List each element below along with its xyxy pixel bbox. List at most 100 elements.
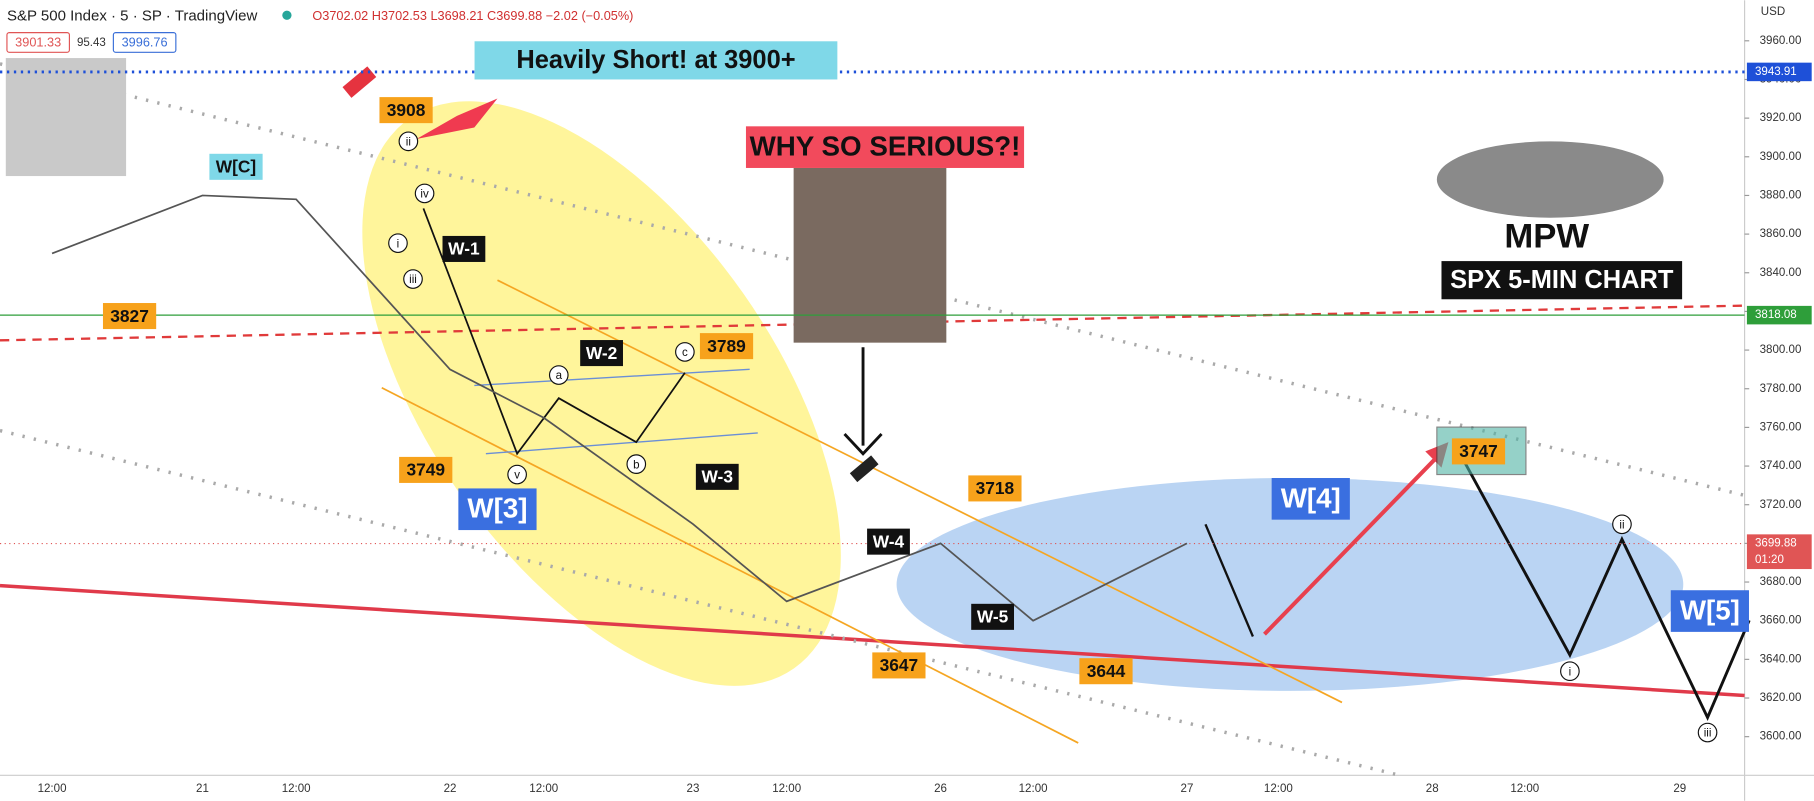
arrow bbox=[416, 98, 498, 140]
currency: USD bbox=[1761, 6, 1785, 18]
x-tick-label: 12:00 bbox=[1019, 783, 1048, 795]
annotation: W[C] bbox=[216, 157, 256, 177]
annotation-box bbox=[699, 333, 754, 360]
channel-line bbox=[497, 279, 1343, 704]
price-tag bbox=[1746, 62, 1812, 82]
price-tag-label: 3699.88 bbox=[1755, 538, 1797, 550]
annotation: W[4] bbox=[1281, 482, 1341, 513]
annotation: 3747 bbox=[1459, 441, 1498, 461]
wave-mark bbox=[403, 269, 423, 289]
bid: 3901.33 bbox=[15, 34, 61, 49]
wave-mark bbox=[548, 365, 569, 385]
annotation: 3827 bbox=[110, 306, 149, 326]
arrow bbox=[1204, 523, 1254, 637]
arrow-head bbox=[843, 433, 883, 456]
wave-mark-label: i bbox=[397, 238, 400, 250]
ohlc: O3702.02 H3702.53 L3698.21 C3699.88 −2.0… bbox=[312, 8, 633, 23]
bid-box[interactable] bbox=[6, 32, 70, 53]
countdown: 01:20 bbox=[1755, 554, 1784, 566]
wave-mark-label: c bbox=[682, 347, 688, 359]
y-tick-label: 3740.00 bbox=[1760, 460, 1802, 472]
highlight-ellipse bbox=[896, 478, 1684, 691]
annotation-box bbox=[695, 463, 739, 490]
annotation: 3908 bbox=[387, 100, 426, 120]
annotation: 3647 bbox=[880, 655, 919, 675]
y-tick-label: 3760.00 bbox=[1760, 421, 1802, 433]
annotation-box bbox=[1441, 261, 1683, 300]
annotation: 3749 bbox=[406, 460, 445, 480]
price-tag bbox=[1746, 534, 1812, 570]
wave-mark bbox=[675, 342, 695, 362]
y-tick-label: 3960.00 bbox=[1760, 35, 1802, 47]
y-tick-label: 3660.00 bbox=[1760, 615, 1802, 627]
annotation-box bbox=[968, 475, 1022, 502]
trend-line bbox=[0, 583, 1745, 698]
annotation: 3789 bbox=[707, 336, 746, 356]
y-tick-label: 3680.00 bbox=[1760, 576, 1802, 588]
annotation: W-5 bbox=[977, 607, 1009, 627]
annotation: W[5] bbox=[1680, 595, 1740, 626]
wave-path bbox=[422, 208, 686, 456]
x-tick-label: 23 bbox=[687, 783, 700, 795]
spread: 95.43 bbox=[77, 37, 106, 49]
logo-image bbox=[1436, 141, 1664, 218]
annotation: W-1 bbox=[448, 239, 480, 259]
wave-mark-label: a bbox=[556, 370, 563, 382]
annotation: W-4 bbox=[873, 531, 905, 551]
y-tick-label: 3880.00 bbox=[1760, 189, 1802, 201]
x-tick-label: 28 bbox=[1426, 783, 1439, 795]
annotation: Heavily Short! at 3900+ bbox=[516, 46, 795, 74]
wave-mark bbox=[1560, 661, 1580, 682]
wave-mark-label: v bbox=[514, 470, 520, 482]
annotation-box bbox=[867, 528, 910, 555]
wave-mark bbox=[626, 454, 647, 474]
y-tick-label: 3620.00 bbox=[1760, 692, 1802, 704]
symbol-title: S&P 500 Index · 5 · SP · TradingView bbox=[7, 7, 258, 24]
gavel-icon bbox=[849, 455, 879, 483]
wave-mark-label: iii bbox=[1704, 728, 1712, 740]
price-tag-label: 3943.91 bbox=[1755, 66, 1797, 78]
projection-path bbox=[1458, 453, 1751, 721]
ask-box[interactable] bbox=[112, 32, 177, 53]
x-tick-label: 26 bbox=[934, 783, 947, 795]
annotation: SPX 5-MIN CHART bbox=[1450, 266, 1674, 294]
annotation-box bbox=[1271, 478, 1350, 520]
annotation-box bbox=[580, 340, 623, 367]
x-tick-label: 29 bbox=[1673, 783, 1686, 795]
wave-mark-label: iv bbox=[420, 189, 429, 201]
price-tag-label: 3818.08 bbox=[1755, 309, 1797, 321]
y-tick-label: 3860.00 bbox=[1760, 228, 1802, 240]
annotation-box bbox=[1079, 658, 1133, 685]
y-tick-label: 3900.00 bbox=[1760, 151, 1802, 163]
annotation-box bbox=[209, 153, 263, 180]
x-tick-label: 22 bbox=[444, 783, 457, 795]
x-tick-label: 21 bbox=[196, 783, 209, 795]
annotation: WHY SO SERIOUS?! bbox=[750, 131, 1021, 162]
y-tick-label: 3640.00 bbox=[1760, 653, 1802, 665]
annotation: 3644 bbox=[1087, 661, 1126, 681]
annotation: MPW bbox=[1504, 218, 1589, 256]
channel-line bbox=[381, 387, 1079, 744]
wave-mark-label: ii bbox=[1619, 519, 1624, 531]
wave-mark bbox=[507, 464, 527, 485]
wave-mark-label: iii bbox=[409, 274, 417, 286]
wave-mark-label: ii bbox=[406, 137, 411, 149]
y-tick-label: 3780.00 bbox=[1760, 383, 1802, 395]
annotation-box bbox=[474, 41, 838, 80]
annotation: W-2 bbox=[586, 343, 617, 363]
annotation-box bbox=[1670, 590, 1749, 632]
y-tick-label: 3720.00 bbox=[1760, 499, 1802, 511]
channel-line bbox=[474, 368, 750, 387]
annotation-box bbox=[102, 303, 157, 330]
x-tick-label: 12:00 bbox=[1510, 783, 1539, 795]
photo-image bbox=[793, 167, 947, 343]
annotation-box bbox=[745, 126, 1025, 168]
y-tick-label: 3840.00 bbox=[1760, 267, 1802, 279]
price-tag bbox=[1746, 305, 1812, 325]
annotation-box bbox=[872, 652, 926, 679]
annotation-box bbox=[399, 456, 453, 483]
x-tick-label: 12:00 bbox=[38, 783, 67, 795]
annotation-box bbox=[971, 603, 1015, 630]
